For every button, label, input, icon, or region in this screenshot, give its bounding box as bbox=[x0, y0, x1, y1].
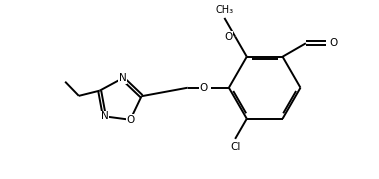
Text: O: O bbox=[126, 115, 135, 125]
Text: N: N bbox=[119, 73, 127, 83]
Text: O: O bbox=[330, 38, 338, 48]
Text: CH₃: CH₃ bbox=[215, 5, 233, 15]
Text: Cl: Cl bbox=[230, 142, 240, 153]
Text: O: O bbox=[199, 83, 207, 93]
Text: O: O bbox=[224, 32, 232, 42]
Text: N: N bbox=[100, 111, 108, 121]
